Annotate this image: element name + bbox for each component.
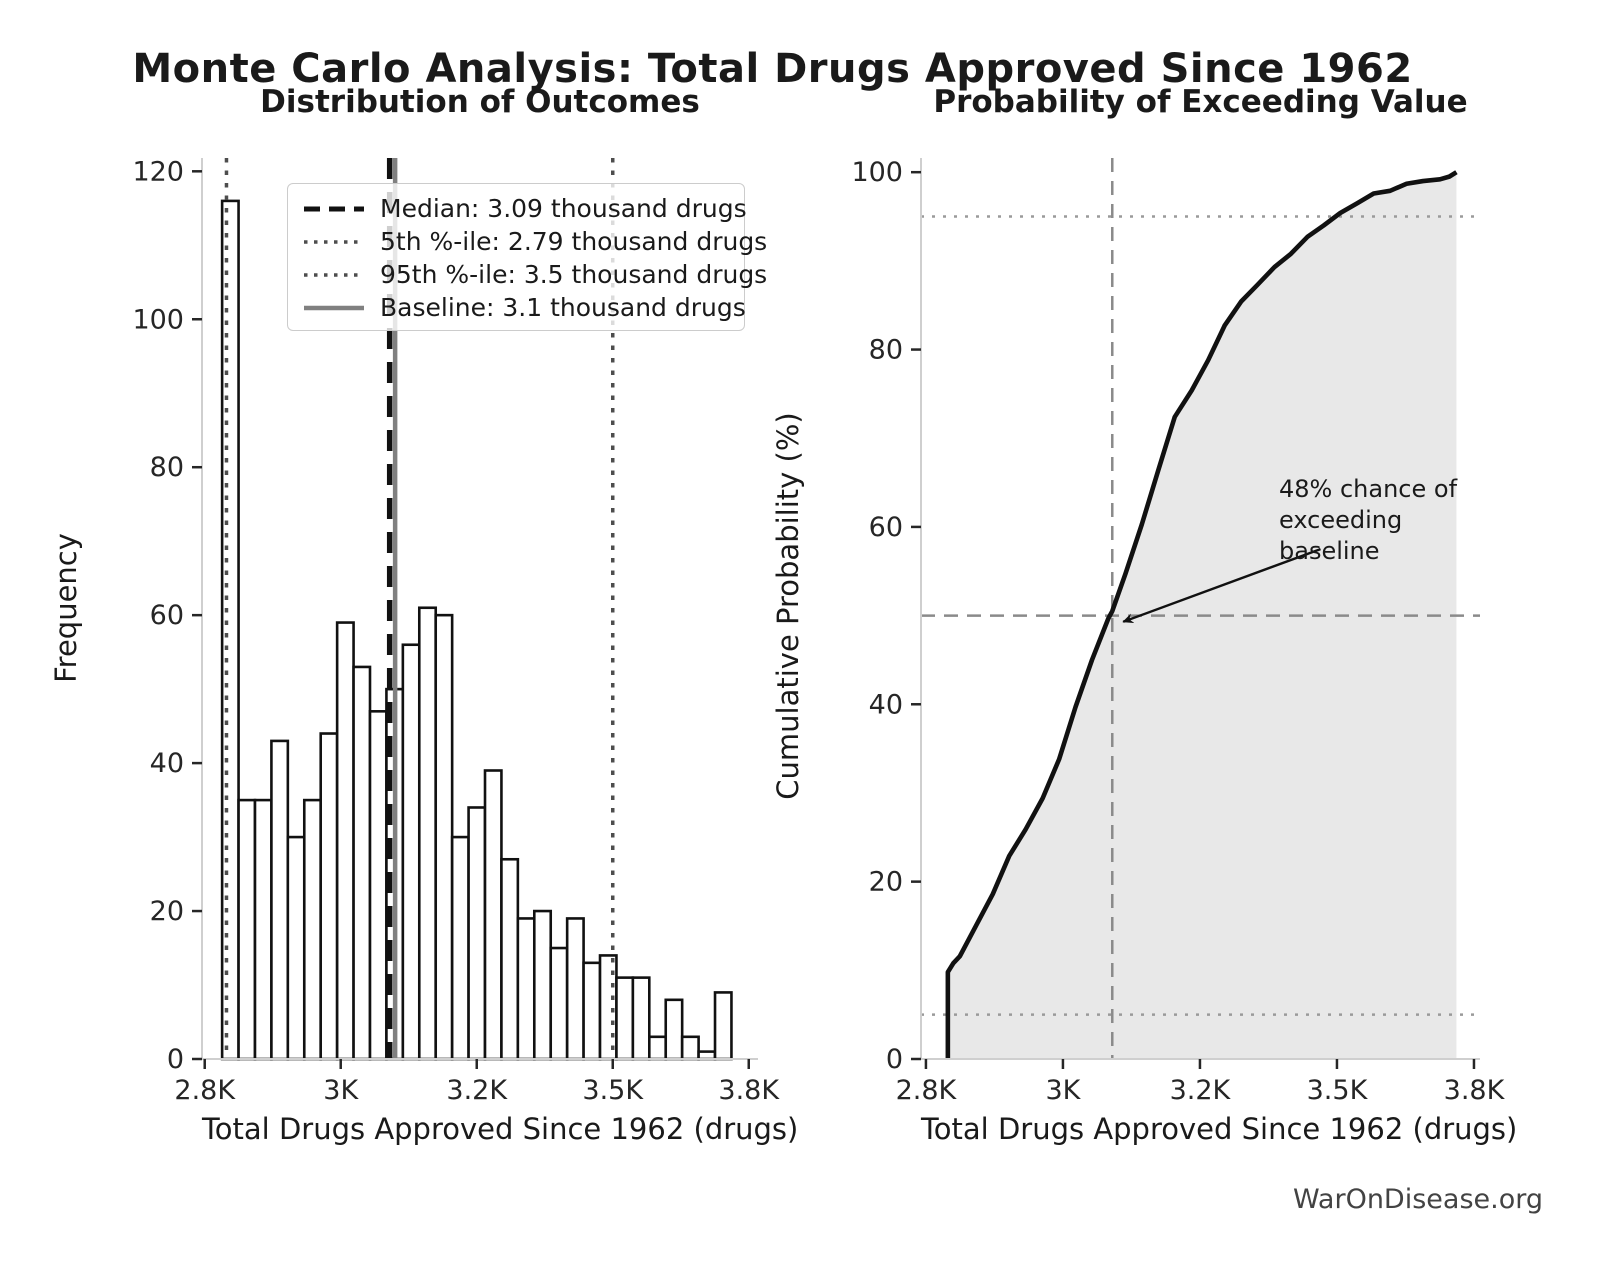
y-tick-label: 0 [886, 1044, 903, 1075]
legend-label: 95th %-ile: 3.5 thousand drugs [380, 260, 768, 289]
histogram-bar [352, 665, 372, 1061]
histogram-bar [237, 798, 257, 1061]
figure-title: Monte Carlo Analysis: Total Drugs Approv… [132, 46, 1413, 92]
histogram-y-axis-label: Frequency [49, 533, 83, 683]
y-tick-label: 60 [150, 600, 184, 631]
y-tick-label: 60 [869, 512, 903, 543]
histogram-bar [467, 806, 487, 1061]
p95-line-sample [304, 272, 364, 277]
x-tick-label: 2.8K [896, 1075, 958, 1106]
histogram-bar [286, 835, 306, 1061]
histogram-bar [319, 732, 339, 1061]
y-tick-label: 100 [132, 304, 184, 335]
x-tick-label: 3.2K [446, 1075, 508, 1106]
y-tick-label: 80 [869, 335, 903, 366]
histogram-bar [368, 710, 388, 1061]
x-tick-label: 3K [323, 1075, 359, 1106]
histogram-bar [516, 917, 536, 1061]
histogram-bar [483, 769, 503, 1061]
y-tick-label: 20 [869, 867, 903, 898]
legend-label: Baseline: 3.1 thousand drugs [380, 293, 746, 322]
histogram-bar [270, 739, 290, 1061]
histogram-plot-area: 2.8K 3K 3.2K 3.5K 3.8K 0 20 40 60 80 100 120 Median… [132, 156, 780, 1106]
histogram-bar [220, 199, 240, 1061]
legend-item-p5: 5th %-ile: 2.79 thousand drugs [302, 225, 767, 258]
histogram-bar [582, 961, 602, 1061]
legend-label: Median: 3.09 thousand drugs [380, 194, 747, 223]
histogram-bar [434, 613, 454, 1061]
y-tick-label: 40 [869, 689, 903, 720]
footer-brand: WarOnDisease.org [1292, 1184, 1543, 1215]
histogram-bar [549, 946, 569, 1061]
histogram-x-axis-label: Total Drugs Approved Since 1962 (drugs) [202, 1112, 799, 1146]
y-tick-label: 0 [167, 1044, 184, 1075]
histogram-bar [648, 1035, 668, 1061]
baseline-line-sample [304, 305, 364, 310]
x-tick-label: 3.5K [582, 1075, 644, 1106]
y-tick-label: 100 [851, 157, 903, 188]
histogram-bar [615, 976, 635, 1061]
histogram-bar [417, 606, 438, 1061]
histogram-bar [302, 798, 323, 1061]
histogram-bar [500, 857, 520, 1061]
cdf-title: Probability of Exceeding Value [933, 84, 1468, 120]
legend: Median: 3.09 thousand drugs 5th %-ile: 2.… [287, 183, 767, 331]
histogram-bar [680, 1035, 700, 1061]
legend-item-median: Median: 3.09 thousand drugs [302, 192, 747, 225]
histogram-bar [401, 643, 421, 1061]
cdf-x-axis-label: Total Drugs Approved Since 1962 (drugs) [921, 1112, 1518, 1146]
x-tick-label: 3.8K [1444, 1075, 1506, 1106]
histogram-bar [631, 976, 651, 1061]
histogram-bar [664, 998, 684, 1061]
histogram-bar [532, 909, 553, 1061]
x-tick-label: 3.8K [718, 1075, 780, 1106]
p5-line-sample [304, 239, 364, 244]
x-tick-label: 3.5K [1307, 1075, 1369, 1106]
cdf-plot-area: 2.8K 3K 3.2K 3.5K 3.8K 0 20 40 60 80 100 48% chanc… [851, 157, 1505, 1106]
y-tick-label: 20 [150, 896, 184, 927]
histogram-title: Distribution of Outcomes [260, 84, 700, 120]
x-tick-label: 2.8K [174, 1075, 236, 1106]
histogram-bar [253, 798, 273, 1061]
y-tick-label: 120 [132, 156, 184, 187]
histogram-bar [713, 991, 733, 1061]
histogram-bar [450, 835, 470, 1061]
cdf-curve [945, 170, 1458, 1059]
legend-item-baseline: Baseline: 3.1 thousand drugs [302, 291, 746, 324]
median-line-sample [304, 206, 364, 211]
histogram-bar [565, 917, 585, 1061]
y-tick-label: 80 [150, 452, 184, 483]
cdf-annotation: 48% chance of exceeding baseline [1279, 475, 1458, 565]
legend-label: 5th %-ile: 2.79 thousand drugs [380, 227, 768, 256]
x-tick-label: 3K [1045, 1075, 1081, 1106]
histogram-bar [335, 621, 355, 1061]
annotation-arrow [1122, 547, 1321, 624]
cdf-y-axis-label: Cumulative Probability (%) [771, 412, 805, 800]
legend-item-p95: 95th %-ile: 3.5 thousand drugs [302, 258, 767, 291]
x-tick-label: 3.2K [1170, 1075, 1232, 1106]
y-tick-label: 40 [150, 748, 184, 779]
histogram-bar [697, 1050, 717, 1061]
cdf-chart: 2.8K 3K 3.2K 3.5K 3.8K 0 20 40 60 80 100 [851, 157, 1505, 1106]
